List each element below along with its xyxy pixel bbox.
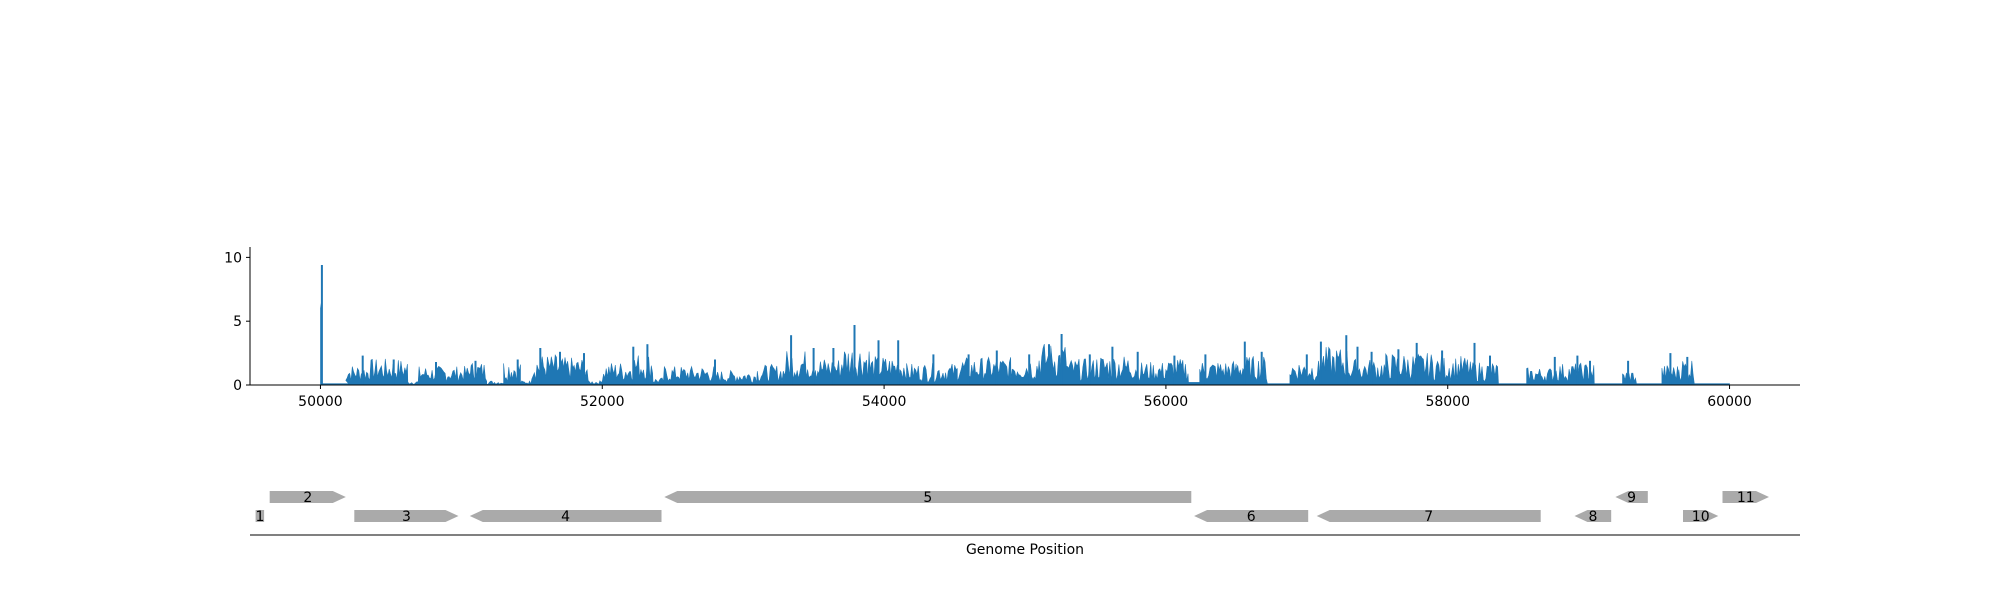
gene-label: 1: [255, 509, 264, 525]
gene-arrow: [664, 491, 1192, 503]
gene-label: 9: [1627, 490, 1636, 506]
gene-feature: 8: [1574, 509, 1612, 525]
gene-features: 1 2 3 4 5 6 7 8 9 10 11: [255, 490, 1769, 525]
gene-arrow: [1574, 510, 1612, 522]
gene-arrow: [1683, 510, 1719, 522]
x-tick-label: 54000: [862, 394, 907, 410]
coverage-peaks: [320, 265, 1689, 385]
x-tick-label: 58000: [1425, 394, 1470, 410]
gene-label: 7: [1424, 509, 1433, 525]
gene-feature: 5: [664, 490, 1192, 506]
gene-feature: 3: [354, 509, 459, 525]
gene-arrow: [1615, 491, 1648, 503]
y-tick-label: 0: [233, 378, 242, 394]
x-tick-label: 60000: [1707, 394, 1752, 410]
x-tick-label: 50000: [298, 394, 343, 410]
gene-label: 2: [303, 490, 312, 506]
gene-arrow: [1722, 491, 1769, 503]
gene-label: 11: [1737, 490, 1755, 506]
gene-feature: 7: [1316, 509, 1541, 525]
x-axis-label: Genome Position: [966, 542, 1084, 558]
y-tick-label: 5: [233, 314, 242, 330]
y-axis-ticks: 0 5 10: [224, 250, 250, 394]
gene-arrow: [255, 510, 265, 522]
gene-feature: 1: [255, 509, 264, 525]
gene-arrow: [354, 510, 459, 522]
x-tick-label: 56000: [1144, 394, 1189, 410]
coverage-plot: 0 5 10 50000 52000 54000 56000 58000 60000: [224, 247, 1800, 410]
gene-label: 10: [1692, 509, 1710, 525]
gene-feature: 6: [1194, 509, 1309, 525]
gene-label: 8: [1588, 509, 1597, 525]
coverage-series: [320, 299, 1730, 386]
gene-feature: 10: [1683, 509, 1719, 525]
gene-feature: 9: [1615, 490, 1648, 506]
gene-feature: 4: [469, 509, 662, 525]
gene-arrow: [1316, 510, 1541, 522]
gene-arrow: [1194, 510, 1309, 522]
gene-feature: 2: [269, 490, 346, 506]
y-tick-label: 10: [224, 250, 242, 266]
x-axis-ticks: 50000 52000 54000 56000 58000 60000: [298, 385, 1752, 410]
gene-label: 6: [1247, 509, 1256, 525]
gene-track: 1 2 3 4 5 6 7 8 9 10 11 Genome Position: [250, 490, 1800, 558]
gene-label: 5: [923, 490, 932, 506]
gene-arrow: [469, 510, 662, 522]
gene-arrow: [269, 491, 346, 503]
gene-feature: 11: [1722, 490, 1769, 506]
x-tick-label: 52000: [580, 394, 625, 410]
gene-label: 4: [561, 509, 570, 525]
gene-label: 3: [402, 509, 411, 525]
